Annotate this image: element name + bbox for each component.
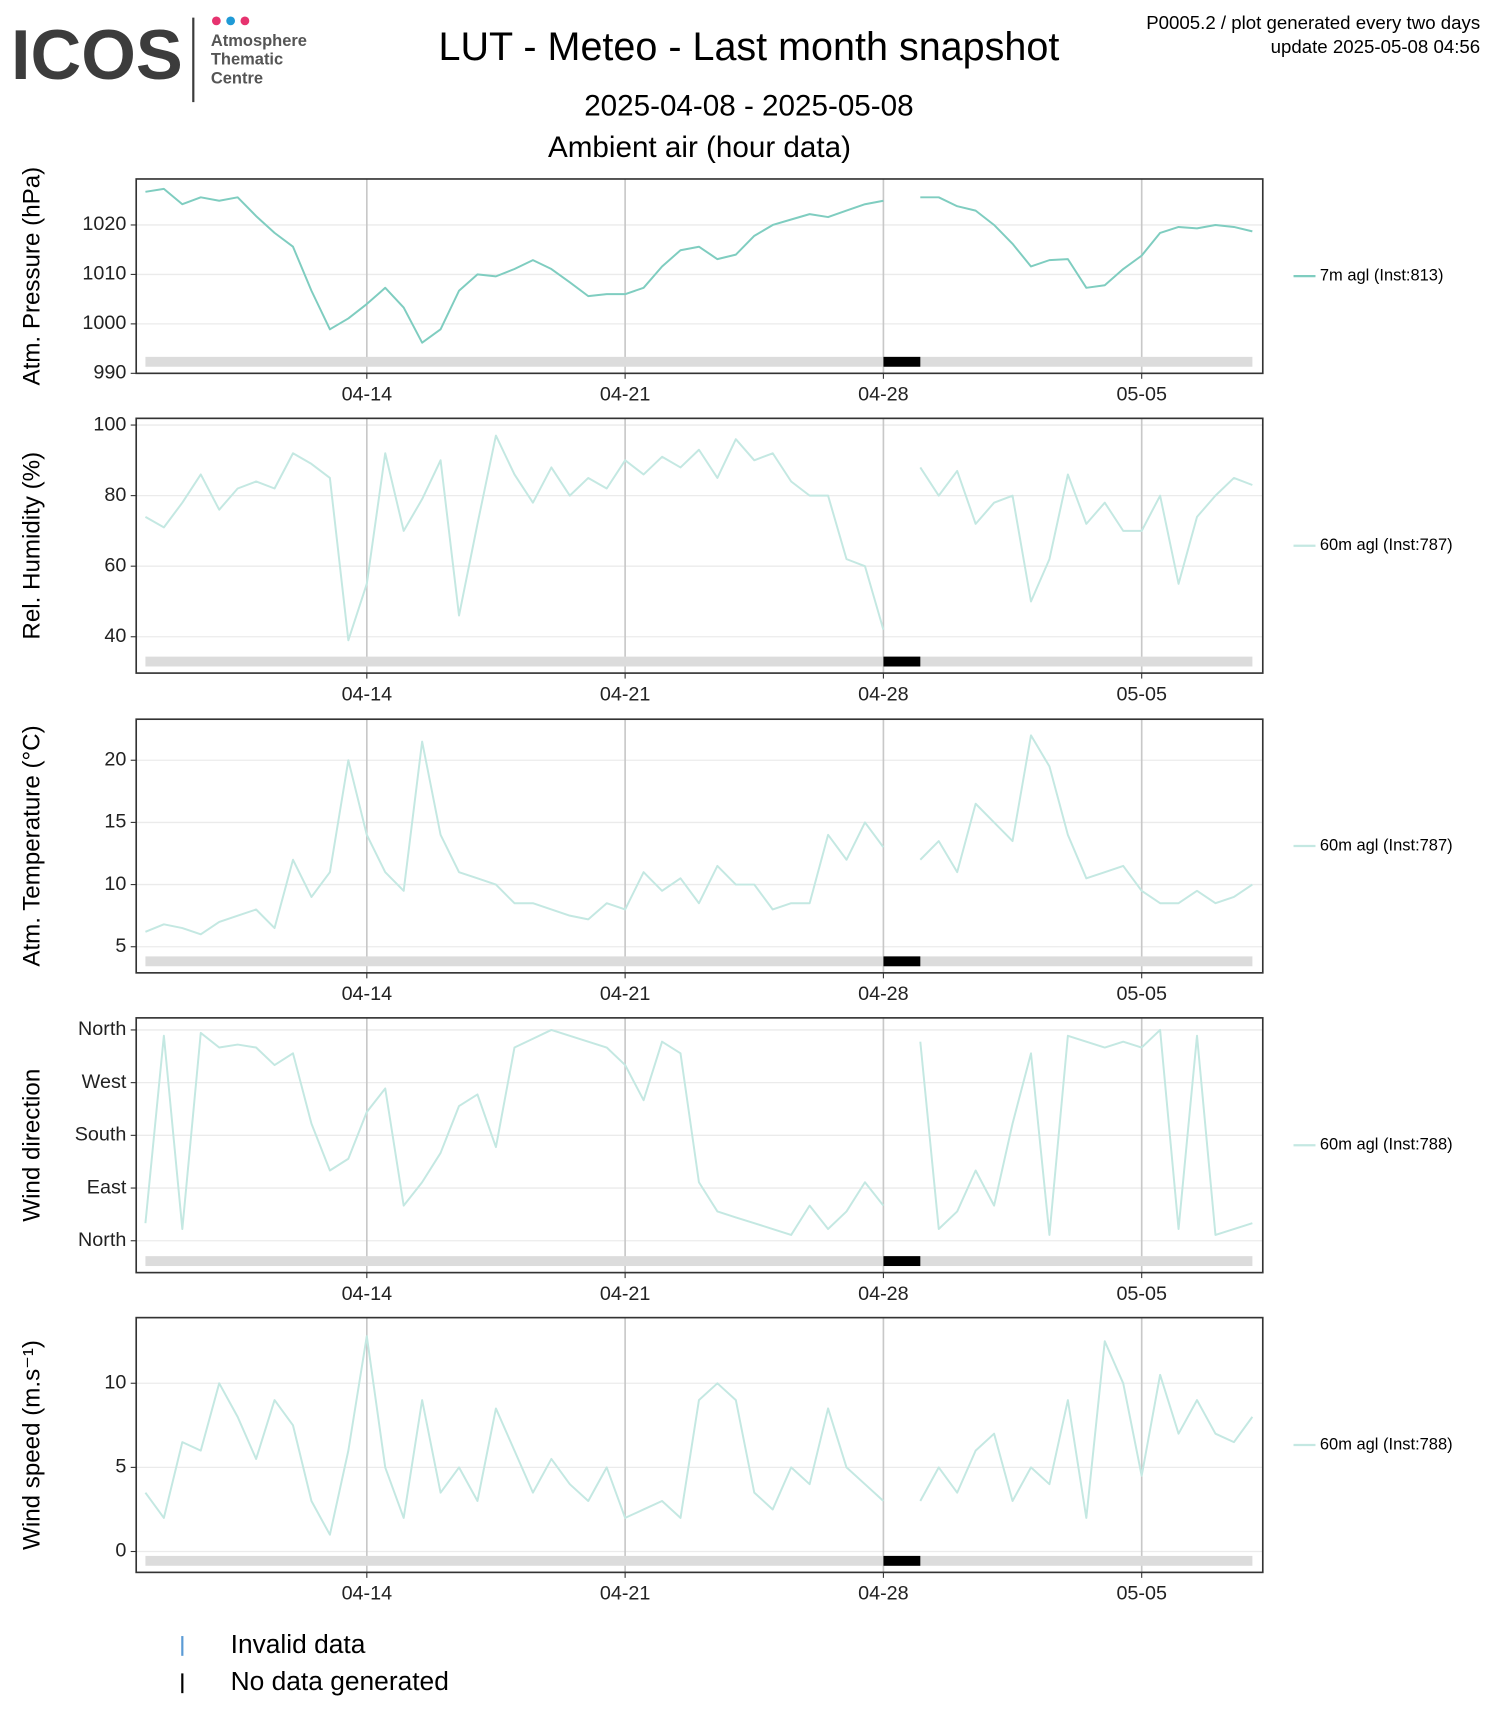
- logo-line: Centre: [211, 69, 263, 87]
- y-tick-label: 1020: [82, 213, 126, 235]
- y-axis-label: Wind speed (m.s⁻¹): [18, 1340, 45, 1550]
- y-tick-label: 5: [115, 935, 126, 957]
- title: LUT - Meteo - Last month snapshot: [438, 25, 1059, 69]
- y-tick-label: 1000: [82, 312, 126, 334]
- update-note: update 2025-05-08 04:56: [1271, 36, 1481, 57]
- logo-dot: [226, 16, 236, 26]
- y-tick-label: 10: [104, 1371, 126, 1393]
- y-tick-label: 60: [104, 554, 126, 576]
- y-tick-label: 40: [104, 625, 126, 647]
- legend-label: 60m agl (Inst:787): [1320, 836, 1453, 854]
- panel-border: [135, 1017, 1264, 1274]
- no-data-period: [883, 1256, 921, 1267]
- panel-border: [135, 718, 1264, 974]
- panel-border: [135, 178, 1264, 375]
- logo-line: Thematic: [211, 51, 283, 69]
- logo: ICOS Atmosphere Thematic Centre: [11, 15, 307, 103]
- availability-bar: [145, 356, 1253, 367]
- data-line: [145, 734, 1253, 936]
- logo-line: Atmosphere: [211, 32, 307, 50]
- logo-text: ICOS: [11, 15, 183, 94]
- x-tick-label: 04-21: [600, 683, 651, 705]
- x-tick-label: 04-28: [858, 1283, 909, 1305]
- x-tick-label: 04-14: [342, 1283, 393, 1305]
- y-tick-label: East: [87, 1176, 127, 1198]
- y-axis-label: Rel. Humidity (%): [18, 452, 45, 640]
- data-line: [144, 434, 1253, 642]
- no-data-period: [883, 356, 921, 367]
- plot-area: [136, 719, 1263, 973]
- no-data-period: [883, 956, 921, 967]
- x-tick-label: 04-28: [858, 983, 909, 1005]
- panel-border: [135, 417, 1264, 674]
- y-tick-label: North: [78, 1229, 126, 1251]
- legend-label: 60m agl (Inst:788): [1320, 1435, 1453, 1453]
- section-title: Ambient air (hour data): [548, 131, 851, 164]
- data-line: [144, 1028, 1253, 1236]
- panel: 5 10 15 20 04-14 04-21 04-28 05-05 60m agl (Inst…: [18, 718, 1453, 1005]
- y-axis-label: Atm. Pressure (hPa): [18, 167, 45, 386]
- y-tick-label: 990: [93, 362, 126, 384]
- x-tick-label: 04-21: [600, 384, 651, 406]
- y-tick-label: 15: [104, 811, 126, 833]
- panel: 990 1000 1010 1020 04-14 04-21 04-28 05-05 7m ag…: [18, 167, 1443, 406]
- x-tick-label: 04-14: [342, 1583, 393, 1605]
- data-line: [145, 187, 1253, 344]
- y-tick-label: 1010: [82, 263, 126, 285]
- legend-label: 60m agl (Inst:788): [1320, 1136, 1453, 1154]
- x-tick-label: 04-28: [858, 384, 909, 406]
- panel: North East South West North 04-14 04-21 04-28 05…: [18, 1017, 1453, 1305]
- x-tick-label: 04-14: [342, 384, 393, 406]
- panel: 40 60 80 100 04-14 04-21 04-28 05-05 60m agl (In…: [18, 413, 1452, 705]
- x-tick-label: 05-05: [1116, 983, 1167, 1005]
- availability-bar: [145, 656, 1253, 667]
- panel-border: [135, 1316, 1264, 1574]
- logo-dot: [240, 16, 250, 26]
- x-tick-label: 05-05: [1116, 1583, 1167, 1605]
- x-tick-label: 05-05: [1116, 683, 1167, 705]
- y-axis-label: Atm. Temperature (°C): [18, 725, 45, 966]
- y-tick-label: West: [82, 1071, 127, 1093]
- y-tick-label: 20: [104, 748, 126, 770]
- data-line: [144, 1335, 1254, 1536]
- y-tick-label: 80: [104, 484, 126, 506]
- x-tick-label: 04-14: [342, 683, 393, 705]
- no-data-period: [883, 1555, 921, 1566]
- y-tick-label: 100: [93, 413, 126, 435]
- plot-area: [136, 418, 1263, 674]
- availability-bar: [145, 1256, 1253, 1267]
- panel: 0 5 10 04-14 04-21 04-28 05-05 60m agl (Inst:78…: [18, 1316, 1453, 1605]
- y-tick-label: 0: [115, 1540, 126, 1562]
- subtitle: 2025-04-08 - 2025-05-08: [584, 89, 913, 122]
- legend-label: 7m agl (Inst:813): [1320, 266, 1444, 284]
- status-label: Invalid data: [231, 1629, 366, 1659]
- x-tick-label: 04-21: [600, 1583, 651, 1605]
- y-tick-label: 5: [115, 1456, 126, 1478]
- y-tick-label: 10: [104, 873, 126, 895]
- x-tick-label: 05-05: [1116, 1283, 1167, 1305]
- logo-dot: [211, 16, 221, 26]
- x-tick-label: 04-28: [858, 683, 909, 705]
- plot-area: [136, 1017, 1263, 1273]
- availability-bar: [145, 956, 1253, 967]
- x-tick-label: 05-05: [1116, 384, 1167, 406]
- y-tick-label: South: [75, 1124, 127, 1146]
- x-tick-label: 04-28: [858, 1583, 909, 1605]
- plot-note: P0005.2 / plot generated every two days: [1146, 12, 1480, 33]
- y-tick-label: North: [78, 1018, 126, 1040]
- availability-bar: [145, 1555, 1253, 1566]
- x-tick-label: 04-14: [342, 983, 393, 1005]
- status-label: No data generated: [231, 1666, 449, 1696]
- plot-area: [136, 178, 1263, 374]
- status-legend: Invalid data No data generated: [181, 1629, 449, 1696]
- legend-label: 60m agl (Inst:787): [1320, 536, 1453, 554]
- x-tick-label: 04-21: [600, 983, 651, 1005]
- y-axis-label: Wind direction: [18, 1069, 45, 1222]
- x-tick-label: 04-21: [600, 1283, 651, 1305]
- no-data-period: [883, 656, 921, 667]
